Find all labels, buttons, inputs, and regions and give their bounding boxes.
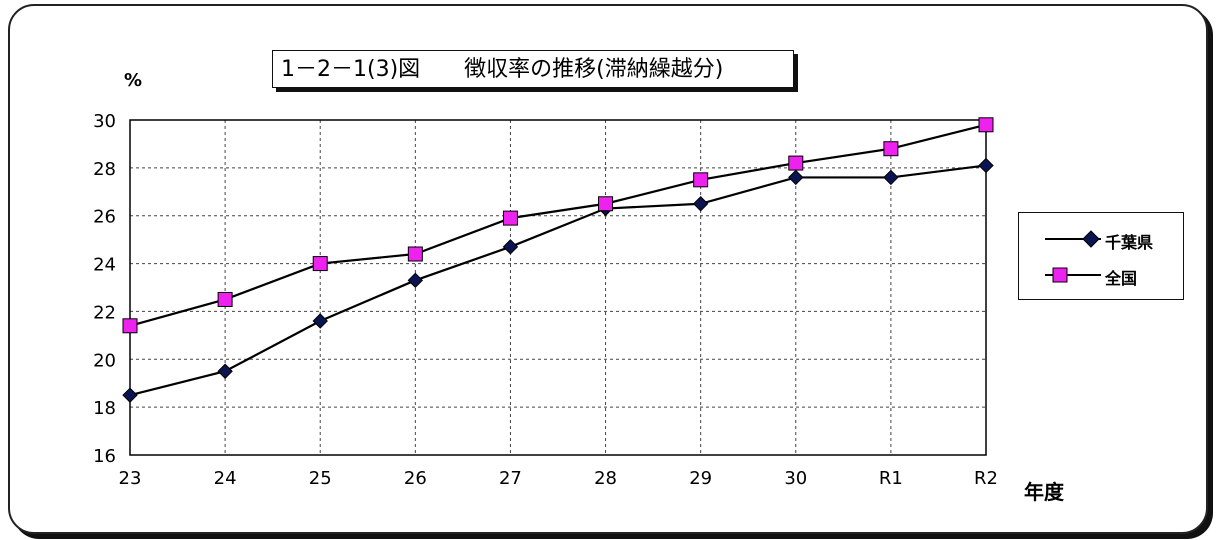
data-point-diamond xyxy=(692,196,709,212)
y-tick-label: 28 xyxy=(93,159,116,180)
data-point-diamond xyxy=(788,169,804,186)
data-point-square xyxy=(217,291,233,307)
y-tick-label: 18 xyxy=(93,398,116,419)
data-point-square xyxy=(122,318,138,334)
data-point-square xyxy=(788,155,804,171)
diamond-marker-icon xyxy=(1045,230,1101,248)
y-tick-label: 24 xyxy=(93,255,116,276)
x-tick-label: 28 xyxy=(594,468,617,489)
series-line-1 xyxy=(129,123,987,327)
chart-frame xyxy=(8,4,1208,534)
data-point-square xyxy=(978,117,994,133)
data-point-square xyxy=(407,246,423,262)
y-tick-label: 26 xyxy=(93,207,116,228)
data-point-diamond xyxy=(122,387,138,403)
legend-item-chiba: 千葉県 xyxy=(1019,225,1183,253)
x-tick-label: 30 xyxy=(784,468,807,489)
data-point-diamond xyxy=(312,313,328,329)
data-point-diamond xyxy=(217,363,233,379)
x-axis-label: 年度 xyxy=(1024,480,1064,504)
y-tick-label: 30 xyxy=(93,111,116,132)
y-tick-label: 22 xyxy=(93,302,116,323)
plot-area xyxy=(129,119,987,456)
x-axis-ticks: 23 24 25 26 27 28 29 30 R1 R2 xyxy=(119,468,998,489)
x-tick-label: 27 xyxy=(499,468,522,489)
data-point-square xyxy=(312,256,328,272)
y-axis-label: % xyxy=(124,70,143,91)
square-marker-icon xyxy=(1045,267,1101,283)
data-point-square xyxy=(883,141,899,157)
legend-label-chiba: 千葉県 xyxy=(1105,233,1154,252)
y-tick-label: 16 xyxy=(93,446,116,467)
data-point-square xyxy=(502,210,518,226)
data-point-diamond xyxy=(407,272,424,289)
data-point-square xyxy=(598,196,614,212)
data-point-square xyxy=(693,172,709,188)
x-tick-label: 29 xyxy=(689,468,712,489)
series-lines xyxy=(129,123,987,397)
x-tick-label: R1 xyxy=(879,468,903,489)
data-point-diamond xyxy=(978,157,994,174)
series-markers xyxy=(122,117,994,403)
x-tick-label: R2 xyxy=(974,468,998,489)
chart-title: 1－2－1(3)図 徴収率の推移(滞納繰越分) xyxy=(272,50,794,88)
legend: 千葉県 全国 xyxy=(1018,212,1184,300)
data-point-diamond xyxy=(502,239,519,255)
data-point-diamond xyxy=(883,169,899,186)
y-tick-label: 20 xyxy=(93,350,116,371)
x-tick-label: 25 xyxy=(309,468,332,489)
legend-label-national: 全国 xyxy=(1105,269,1138,288)
series-line-0 xyxy=(129,164,987,397)
y-axis-ticks: 16 18 20 22 24 26 28 30 xyxy=(93,111,116,467)
legend-item-national: 全国 xyxy=(1019,261,1183,289)
x-tick-label: 26 xyxy=(404,468,427,489)
x-tick-label: 24 xyxy=(214,468,237,489)
x-tick-label: 23 xyxy=(119,468,142,489)
